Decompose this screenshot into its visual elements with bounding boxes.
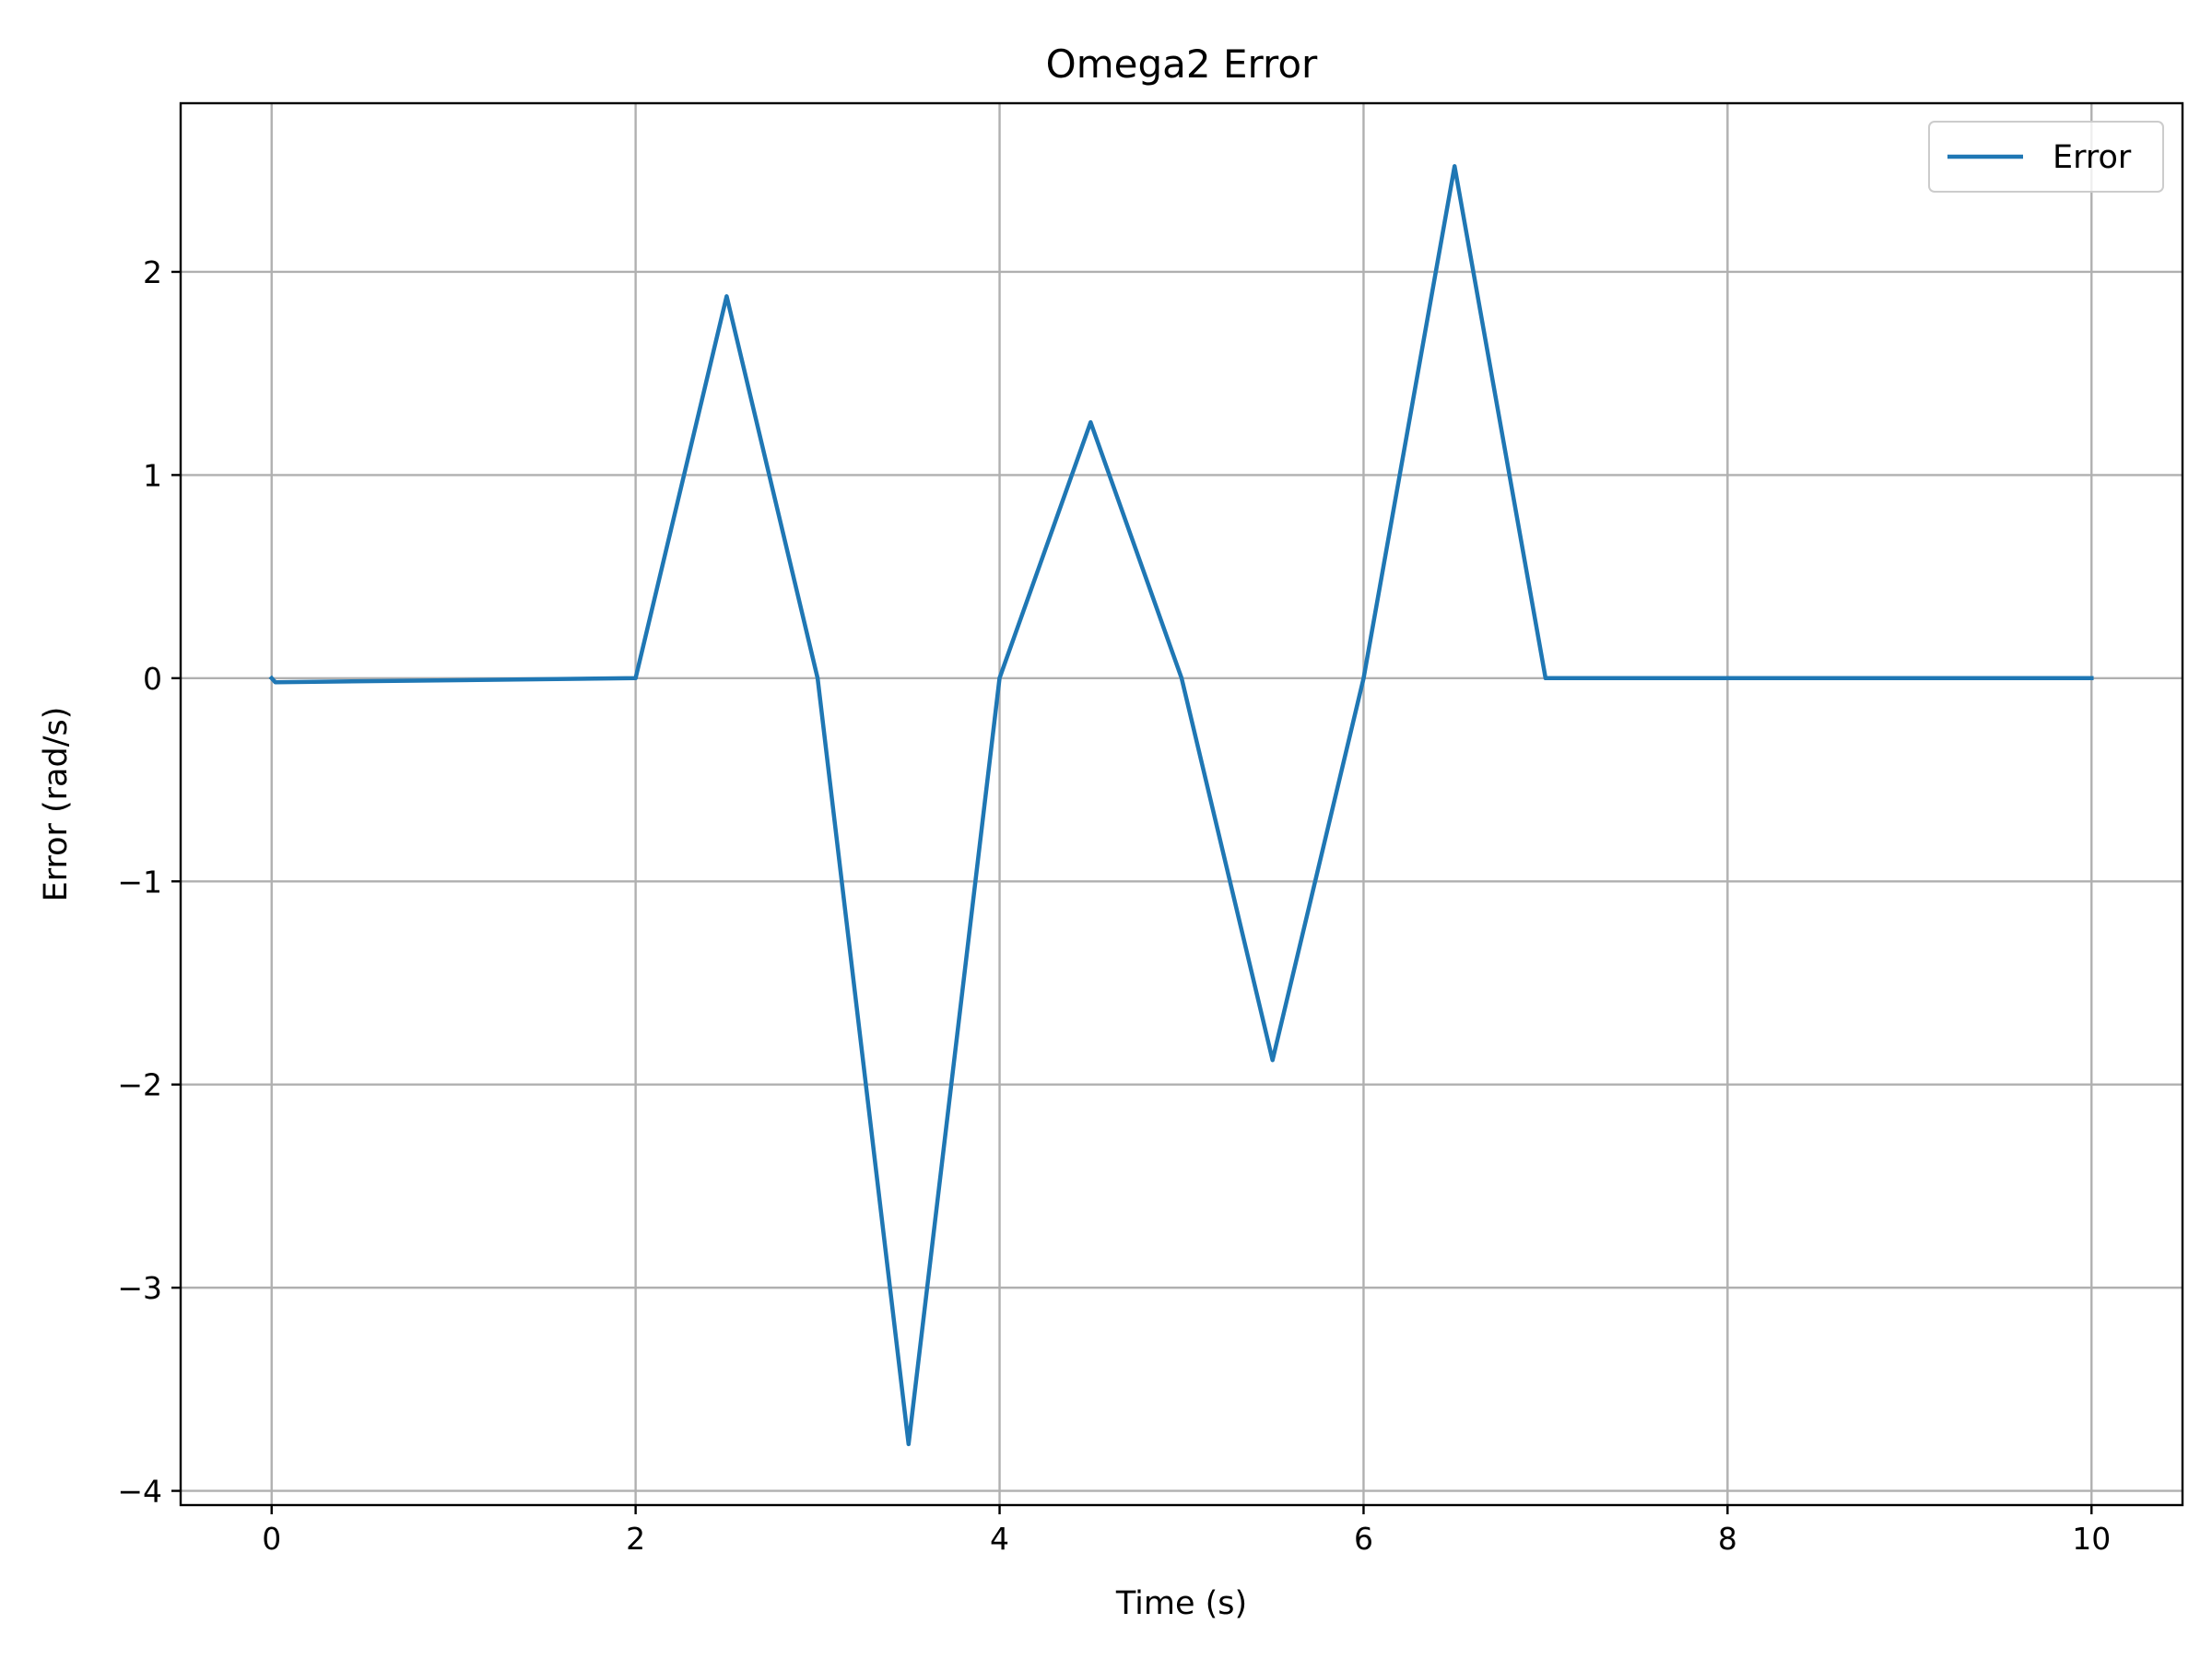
y-tick-label: −1 — [117, 864, 162, 900]
x-tick-label: 0 — [262, 1521, 281, 1557]
legend: Error — [1928, 121, 2164, 193]
series-line-error — [268, 164, 2094, 1447]
y-tick-label: −2 — [117, 1067, 162, 1103]
x-axis-label: Time (s) — [1115, 1585, 1247, 1622]
y-tick-label: 2 — [143, 254, 162, 290]
legend-box — [1928, 121, 2164, 193]
y-tick-label: −3 — [117, 1270, 162, 1306]
y-tick-label: −4 — [117, 1474, 162, 1510]
y-tick-label: 0 — [143, 661, 162, 697]
x-tick-label: 4 — [990, 1521, 1009, 1557]
x-tick-label: 6 — [1354, 1521, 1373, 1557]
legend-label-error: Error — [2053, 139, 2132, 176]
x-tick-label: 10 — [2072, 1521, 2111, 1557]
y-axis-ticks: −4 −3 −2 −1 0 1 2 — [117, 254, 181, 1510]
plot-frame — [179, 101, 2184, 1507]
x-axis-ticks: 0 2 4 6 8 10 — [262, 1505, 2111, 1557]
x-tick-label: 2 — [626, 1521, 645, 1557]
series-layer — [268, 164, 2094, 1447]
y-tick-label: 1 — [143, 457, 162, 493]
y-axis-label: Error (rad/s) — [38, 707, 75, 902]
x-tick-label: 8 — [1718, 1521, 1737, 1557]
chart-title: Omega2 Error — [1046, 41, 1318, 87]
